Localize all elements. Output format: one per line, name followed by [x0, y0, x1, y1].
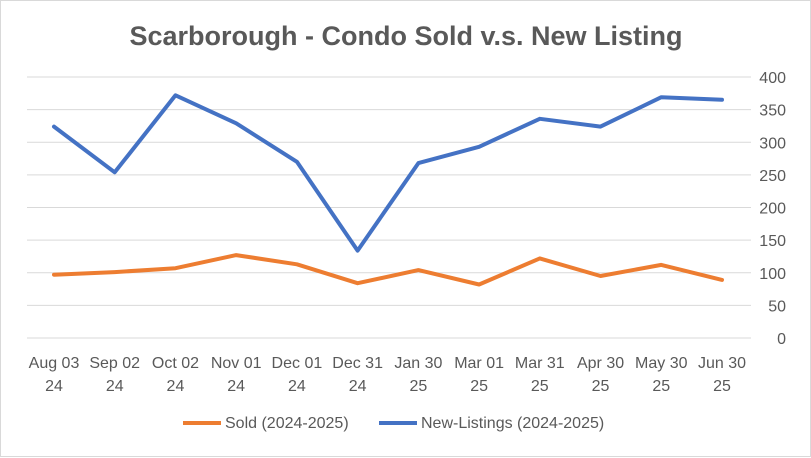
x-tick-label: Jan 30 25	[394, 355, 442, 395]
x-tick-label: Dec 01 24	[272, 355, 323, 395]
x-tick-label: Aug 03 24	[29, 355, 80, 395]
x-tick-label-year: 25	[713, 378, 731, 395]
x-tick-label-date: Dec 01	[272, 355, 323, 372]
series-line-new-listings	[52, 93, 724, 253]
legend-label: New-Listings (2024-2025)	[421, 415, 604, 432]
x-tick-label-date: May 30	[635, 355, 688, 372]
x-axis: Aug 03 24 Sep 02 24 Oct 02 24 Nov 01 24 Dec 01 24…	[29, 355, 746, 395]
legend: Sold (2024-2025) New-Listings (2024-2025)	[183, 415, 604, 432]
x-tick-label-year: 24	[227, 378, 245, 395]
series-line-sold	[52, 253, 724, 287]
x-tick-label-date: Mar 31	[515, 355, 565, 372]
x-tick-label-year: 25	[652, 378, 670, 395]
x-tick-label: May 30 25	[635, 355, 688, 395]
x-tick-label: Mar 31 25	[515, 355, 565, 395]
y-tick-label: 200	[759, 201, 786, 218]
x-tick-label-year: 25	[470, 378, 488, 395]
y-tick-label: 350	[759, 103, 786, 120]
x-tick-label: Mar 01 25	[454, 355, 504, 395]
x-tick-label: Nov 01 24	[211, 355, 262, 395]
x-tick-label-date: Aug 03	[29, 355, 80, 372]
legend-item-sold: Sold (2024-2025)	[183, 415, 349, 432]
series-lines	[52, 93, 724, 287]
x-tick-label-year: 24	[288, 378, 306, 395]
x-tick-label-year: 24	[106, 378, 124, 395]
y-tick-label: 100	[759, 266, 786, 283]
x-tick-label-year: 25	[592, 378, 610, 395]
x-tick-label-date: Jan 30	[394, 355, 442, 372]
y-tick-label: 250	[759, 168, 786, 185]
x-tick-label: Sep 02 24	[89, 355, 140, 395]
y-tick-label: 300	[759, 135, 786, 152]
y-tick-label: 0	[777, 331, 786, 348]
y-tick-label: 50	[768, 298, 786, 315]
chart-title: Scarborough - Condo Sold v.s. New Listin…	[129, 21, 682, 51]
x-tick-label-year: 25	[409, 378, 427, 395]
x-tick-label-date: Jun 30	[698, 355, 746, 372]
x-tick-label-year: 24	[167, 378, 185, 395]
x-tick-label-date: Mar 01	[454, 355, 504, 372]
x-tick-label-year: 24	[45, 378, 63, 395]
x-tick-label-date: Apr 30	[577, 355, 624, 372]
legend-item-new-listings: New-Listings (2024-2025)	[379, 415, 604, 432]
x-tick-label-year: 24	[349, 378, 367, 395]
x-tick-label-date: Sep 02	[89, 355, 140, 372]
y-axis: 0 50 100 150 200 250 300 350 400	[759, 70, 786, 348]
x-tick-label-date: Dec 31	[332, 355, 383, 372]
x-tick-label-date: Nov 01	[211, 355, 262, 372]
x-tick-label: Dec 31 24	[332, 355, 383, 395]
x-tick-label-year: 25	[531, 378, 549, 395]
x-tick-label: Oct 02 24	[152, 355, 199, 395]
x-tick-label-date: Oct 02	[152, 355, 199, 372]
x-tick-label: Jun 30 25	[698, 355, 746, 395]
x-tick-label: Apr 30 25	[577, 355, 624, 395]
y-tick-label: 400	[759, 70, 786, 87]
legend-label: Sold (2024-2025)	[225, 415, 349, 432]
y-tick-label: 150	[759, 233, 786, 250]
